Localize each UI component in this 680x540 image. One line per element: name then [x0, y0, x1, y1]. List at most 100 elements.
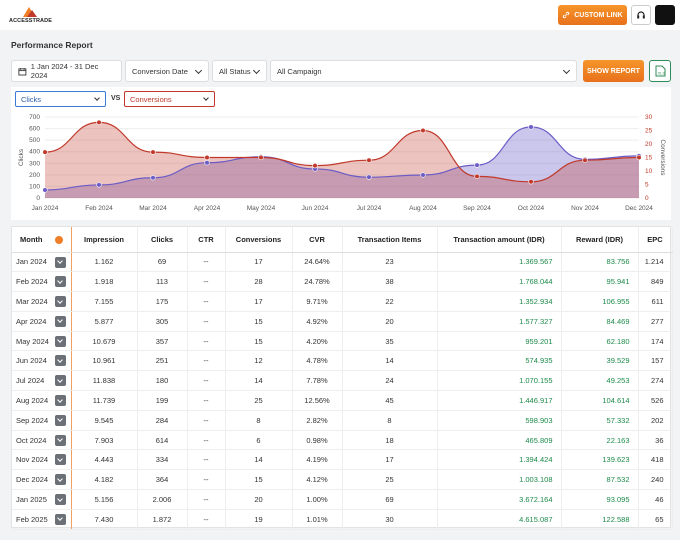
expand-row-button[interactable] — [54, 355, 66, 367]
support-button[interactable] — [631, 5, 651, 25]
y-right-tick-label: 20 — [645, 141, 653, 148]
cell-value: 93.095 — [606, 494, 630, 504]
cell-value: 4.20% — [306, 336, 328, 346]
table-cell: 83.756 — [561, 252, 639, 273]
cell-value: 1.352.934 — [519, 296, 553, 306]
cell-value: 157 — [650, 356, 664, 366]
top-bar: ACCESSTRADE CUSTOM LINK — [0, 0, 680, 30]
y-left-tick-label: 0 — [36, 195, 40, 202]
table-cell: 611 — [638, 291, 673, 312]
expand-row-button[interactable] — [54, 513, 66, 525]
table-cell: 84.469 — [561, 311, 639, 332]
y-left-tick-label: 600 — [29, 126, 40, 133]
table-cell: 1.918 — [71, 271, 138, 293]
chart-card: Clicks VS Conversions 0 100 200 300 400 500 60… — [11, 87, 671, 220]
cell-value: Jul 2024 — [16, 376, 45, 386]
expand-row-button[interactable] — [54, 494, 66, 506]
cell-value: 87.532 — [606, 475, 630, 485]
cell-value: 6 — [256, 435, 261, 445]
conversions-point — [582, 157, 588, 163]
cell-value: 598.903 — [525, 415, 553, 425]
cell-value: 38 — [385, 277, 394, 287]
expand-row-button[interactable] — [54, 454, 66, 466]
cell-value: 14 — [254, 455, 263, 465]
clicks-point — [474, 162, 480, 168]
cell-value: 5.877 — [94, 316, 114, 326]
table-cell: 305 — [137, 311, 188, 332]
custom-link-button[interactable]: CUSTOM LINK — [558, 5, 627, 25]
x-tick-label: Feb 2024 — [85, 205, 113, 212]
cell-value: 849 — [650, 277, 664, 287]
cell-value: 39.529 — [606, 356, 630, 366]
y-right-tick-label: 0 — [645, 195, 649, 202]
cell-value: 14 — [385, 356, 394, 366]
cell-value: 174 — [650, 336, 664, 346]
column-header[interactable]: Month — [12, 227, 72, 253]
expand-row-button[interactable] — [54, 395, 66, 407]
cell-value: 1.918 — [94, 277, 114, 287]
avatar[interactable] — [655, 5, 675, 25]
cell-value: 357 — [155, 336, 169, 346]
column-header: Conversions — [225, 227, 293, 253]
campaign-select[interactable]: All Campaign — [270, 60, 577, 82]
brand-logo[interactable]: ACCESSTRADE — [9, 5, 52, 27]
left-metric-select[interactable]: Clicks — [15, 91, 106, 107]
table-cell: 17 — [225, 252, 293, 273]
conversions-point — [42, 149, 48, 155]
cell-value: 15 — [254, 336, 263, 346]
cell-value: 139.623 — [602, 455, 630, 465]
y-left-tick-label: 200 — [29, 172, 40, 179]
table-cell: -- — [187, 311, 226, 332]
right-metric-select[interactable]: Conversions — [124, 91, 215, 107]
conversions-point — [150, 149, 156, 155]
date-type-select[interactable]: Conversion Date — [125, 60, 209, 82]
cell-value: 1.214 — [644, 257, 664, 267]
cell-value: 1.446.917 — [519, 395, 553, 405]
expand-row-button[interactable] — [54, 315, 66, 327]
table-cell: Aug 2024 — [12, 390, 72, 411]
expand-row-button[interactable] — [54, 276, 66, 288]
y-right-tick-label: 5 — [645, 182, 649, 189]
y-right-tick-label: 10 — [645, 168, 653, 175]
right-metric-value: Conversions — [130, 94, 172, 104]
expand-row-button[interactable] — [54, 256, 66, 268]
cell-value: 274 — [650, 376, 664, 386]
table-cell: -- — [187, 449, 226, 471]
cell-value: -- — [203, 514, 209, 524]
table-cell: Jan 2024 — [12, 252, 72, 273]
x-tick-label: Jul 2024 — [357, 205, 382, 212]
chevron-down-icon — [194, 66, 203, 75]
date-range-picker[interactable]: 1 Jan 2024 - 31 Dec 2024 — [11, 60, 122, 82]
table-header-row: Month Impression Clicks CTR Conversions CVR Tr… — [12, 227, 673, 253]
expand-row-button[interactable] — [54, 375, 66, 387]
expand-row-button[interactable] — [54, 296, 66, 308]
expand-row-button[interactable] — [54, 414, 66, 426]
table-cell: -- — [187, 410, 226, 431]
table-cell: 39.529 — [561, 350, 639, 372]
column-header: EPC — [638, 227, 673, 253]
table-cell: 5.877 — [71, 311, 138, 332]
table-row: Jul 2024 11.838 180 -- 14 7.78% 24 1.070.155 49.… — [12, 370, 673, 392]
status-select[interactable]: All Status — [212, 60, 267, 82]
cell-value: 1.394.424 — [519, 455, 553, 465]
x-tick-label: May 2024 — [247, 205, 276, 212]
column-header: Impression — [71, 227, 138, 253]
table-cell: 10.679 — [71, 331, 138, 352]
cell-value: 2.006 — [152, 494, 172, 504]
export-excel-button[interactable]: XLS — [649, 60, 671, 82]
table-cell: 17 — [225, 291, 293, 312]
expand-row-button[interactable] — [54, 474, 66, 486]
show-report-button[interactable]: SHOW REPORT — [583, 60, 644, 82]
clicks-point — [420, 172, 426, 178]
clicks-point — [42, 187, 48, 193]
table-cell: 23 — [342, 252, 438, 273]
cell-value: 23 — [385, 257, 394, 267]
expand-row-button[interactable] — [54, 434, 66, 446]
y-right-tick-label: 25 — [645, 128, 653, 135]
expand-row-button[interactable] — [54, 335, 66, 347]
sort-indicator-icon[interactable] — [54, 235, 63, 244]
cell-value: 284 — [155, 415, 169, 425]
cell-value: 122.588 — [602, 514, 630, 524]
cell-value: 9.71% — [306, 296, 328, 306]
table-cell: Jul 2024 — [12, 370, 72, 392]
